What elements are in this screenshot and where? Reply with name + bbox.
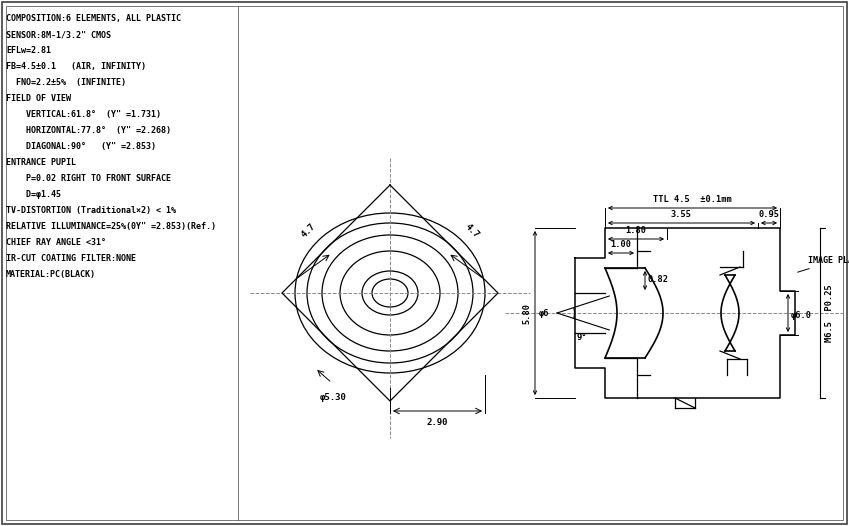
Text: 1.80: 1.80 (626, 226, 646, 235)
Text: RELATIVE ILLUMINANCE=25%(0Y" =2.853)(Ref.): RELATIVE ILLUMINANCE=25%(0Y" =2.853)(Ref… (6, 222, 216, 231)
Text: φ6.0: φ6.0 (791, 311, 812, 320)
Text: IMAGE PLANE: IMAGE PLANE (798, 256, 849, 272)
Text: φ5.30: φ5.30 (320, 393, 347, 402)
Text: 4.7: 4.7 (463, 222, 481, 240)
Text: 2.90: 2.90 (426, 418, 447, 427)
Text: VERTICAL:61.8°  (Y" =1.731): VERTICAL:61.8° (Y" =1.731) (6, 110, 161, 119)
Text: DIAGONAL:90°   (Y" =2.853): DIAGONAL:90° (Y" =2.853) (6, 142, 156, 151)
Text: MATERIAL:PC(BLACK): MATERIAL:PC(BLACK) (6, 270, 96, 279)
Text: TTL 4.5  ±0.1mm: TTL 4.5 ±0.1mm (653, 195, 732, 204)
Text: 9°: 9° (577, 333, 588, 342)
Text: 1.00: 1.00 (610, 240, 632, 249)
Text: 0.95: 0.95 (758, 210, 779, 219)
Text: M6.5  P0.25: M6.5 P0.25 (825, 284, 835, 342)
Text: FIELD OF VIEW: FIELD OF VIEW (6, 94, 71, 103)
Text: CHIEF RAY ANGLE <31°: CHIEF RAY ANGLE <31° (6, 238, 106, 247)
Text: EFLw=2.81: EFLw=2.81 (6, 46, 51, 55)
Text: IR-CUT COATING FILTER:NONE: IR-CUT COATING FILTER:NONE (6, 254, 136, 263)
Text: HORIZONTAL:77.8°  (Y" =2.268): HORIZONTAL:77.8° (Y" =2.268) (6, 126, 171, 135)
Text: TV-DISTORTION (Traditional×2) < 1%: TV-DISTORTION (Traditional×2) < 1% (6, 206, 176, 215)
Text: FNO=2.2±5%  (INFINITE): FNO=2.2±5% (INFINITE) (6, 78, 126, 87)
Text: ENTRANCE PUPIL: ENTRANCE PUPIL (6, 158, 76, 167)
Text: P=0.02 RIGHT TO FRONT SURFACE: P=0.02 RIGHT TO FRONT SURFACE (6, 174, 171, 183)
Text: 3.55: 3.55 (671, 210, 692, 219)
Text: FB=4.5±0.1   (AIR, INFINITY): FB=4.5±0.1 (AIR, INFINITY) (6, 62, 146, 71)
Text: COMPOSITION:6 ELEMENTS, ALL PLASTIC: COMPOSITION:6 ELEMENTS, ALL PLASTIC (6, 14, 181, 23)
Text: 0.82: 0.82 (648, 276, 669, 285)
Text: 5.80: 5.80 (522, 302, 531, 323)
Text: SENSOR:8M-1/3.2" CMOS: SENSOR:8M-1/3.2" CMOS (6, 30, 111, 39)
Text: 4.7: 4.7 (299, 222, 317, 240)
Text: φ6: φ6 (539, 309, 549, 318)
Text: D=φ1.45: D=φ1.45 (6, 190, 61, 199)
